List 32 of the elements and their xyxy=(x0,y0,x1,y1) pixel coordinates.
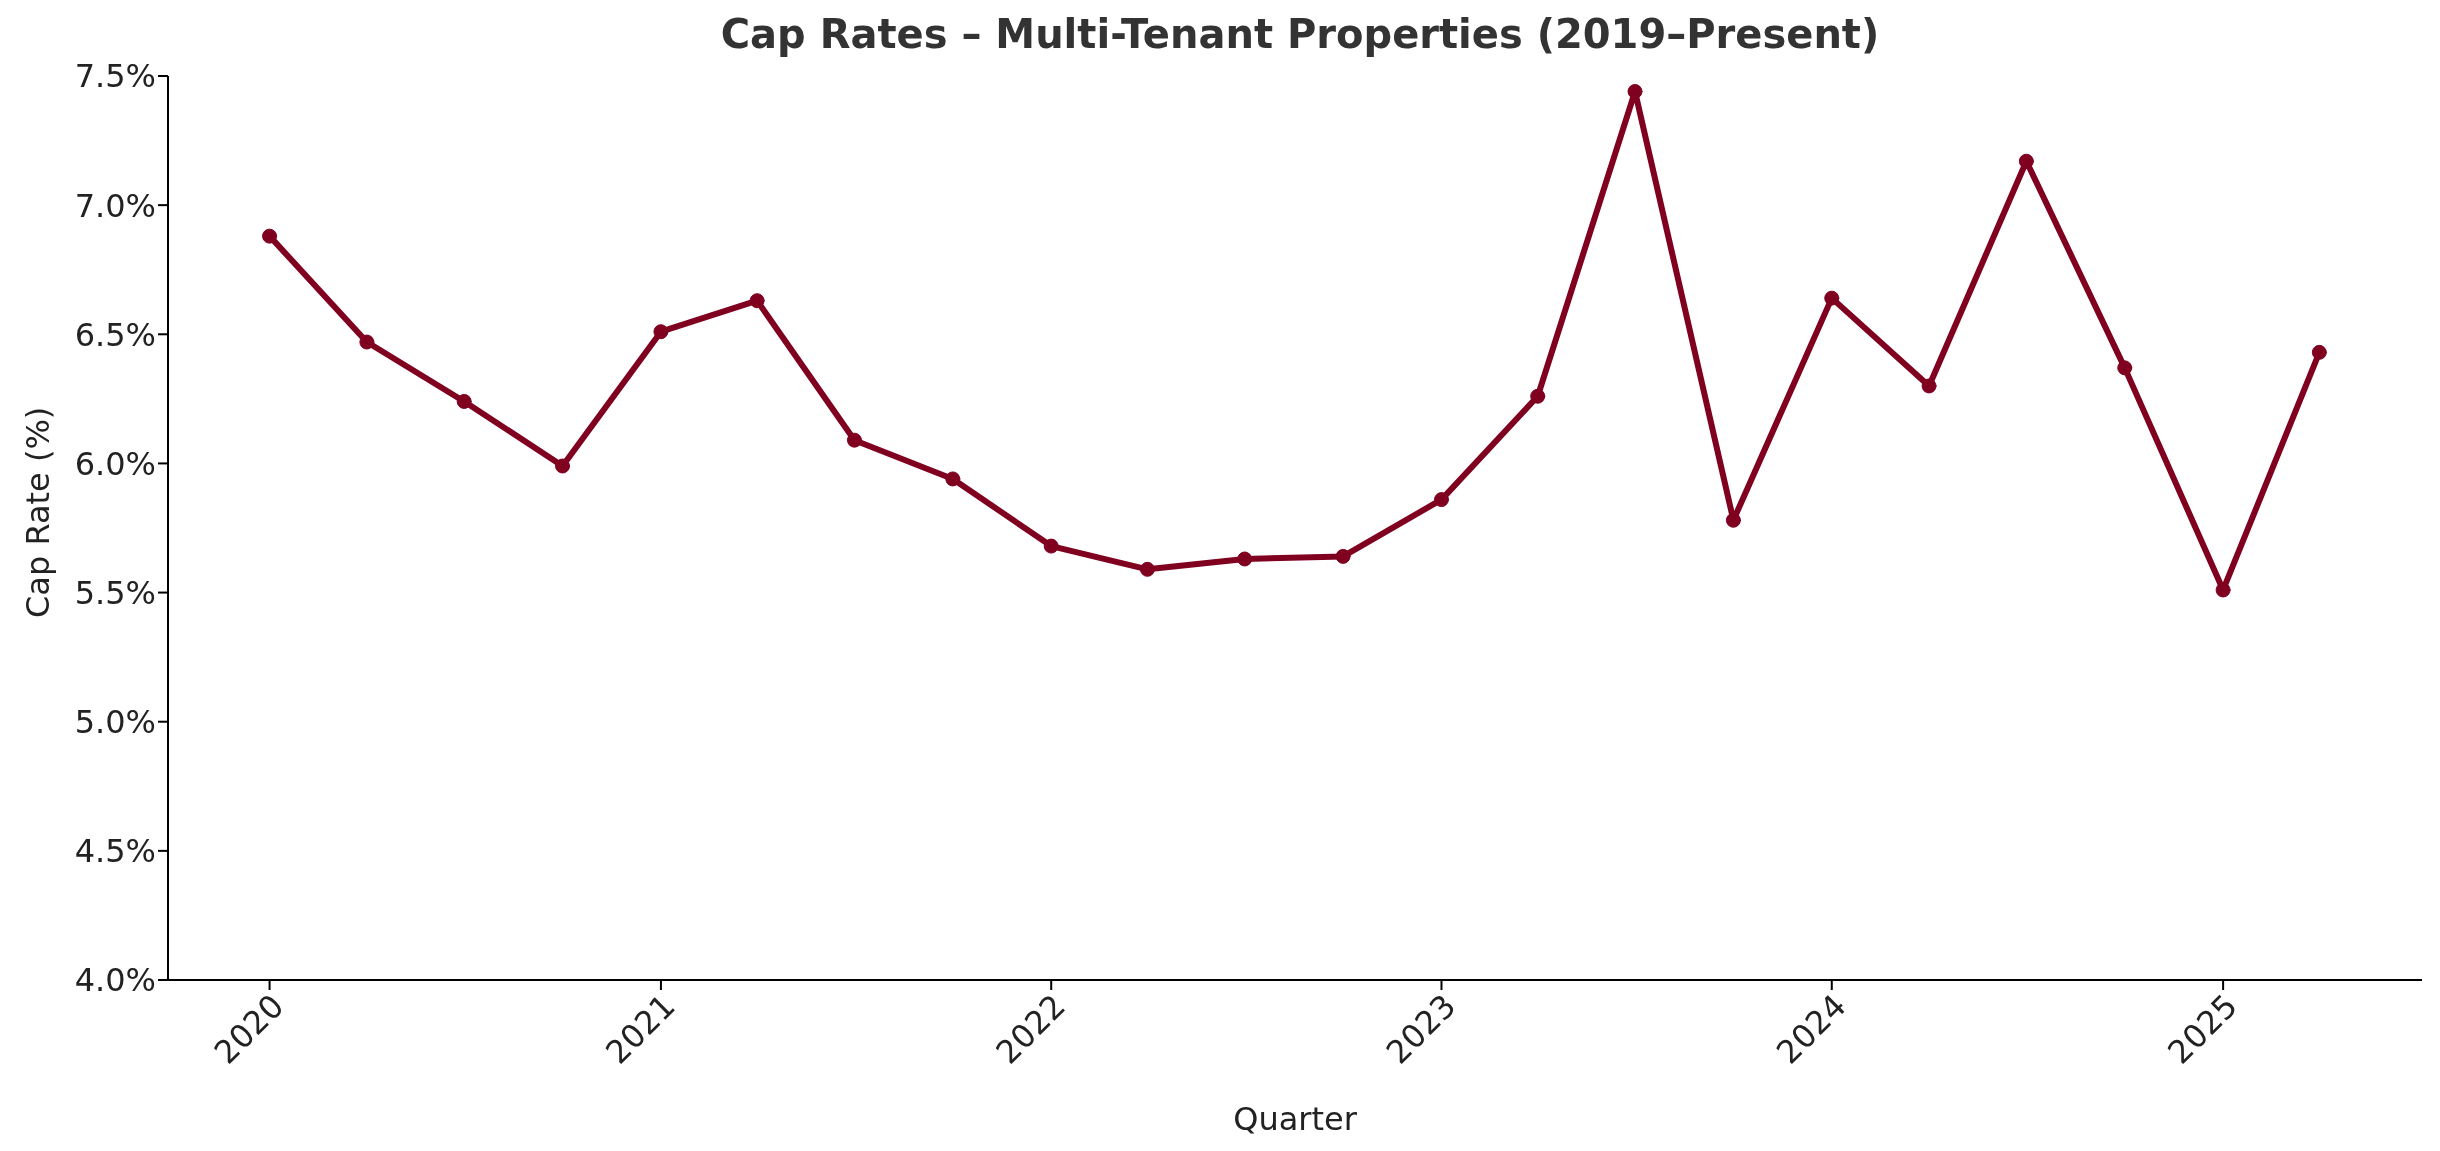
x-axis-title: Quarter xyxy=(1233,1100,1358,1138)
point xyxy=(749,293,765,309)
point xyxy=(1043,538,1059,554)
point xyxy=(1530,388,1546,404)
point xyxy=(1921,378,1937,394)
point xyxy=(262,228,278,244)
y-axis-title: Cap Rate (%) xyxy=(19,406,58,618)
point xyxy=(1627,84,1643,99)
y-tick-label: 6.0% xyxy=(74,444,156,483)
point xyxy=(945,471,961,487)
point xyxy=(1335,548,1351,564)
point xyxy=(1433,492,1449,508)
y-tick-label: 5.5% xyxy=(74,573,156,612)
point xyxy=(1824,290,1840,306)
y-tick-label: 4.5% xyxy=(74,832,156,871)
point xyxy=(846,432,862,448)
point xyxy=(555,458,571,474)
y-tick-label: 4.0% xyxy=(74,961,156,1000)
point xyxy=(1725,512,1741,528)
y-tick-label: 6.5% xyxy=(74,315,156,354)
y-tick-label: 7.5% xyxy=(74,57,156,96)
y-tick-label: 7.0% xyxy=(74,186,156,225)
point xyxy=(1139,561,1155,577)
point xyxy=(653,324,669,340)
point xyxy=(2311,344,2327,360)
point xyxy=(359,334,375,350)
point xyxy=(2018,153,2034,169)
point xyxy=(456,393,472,409)
point xyxy=(2117,360,2133,376)
y-tick-label: 5.0% xyxy=(74,703,156,742)
chart-title: Cap Rates – Multi-Tenant Properties (2019–Present) xyxy=(720,11,1880,57)
point xyxy=(1237,551,1253,567)
